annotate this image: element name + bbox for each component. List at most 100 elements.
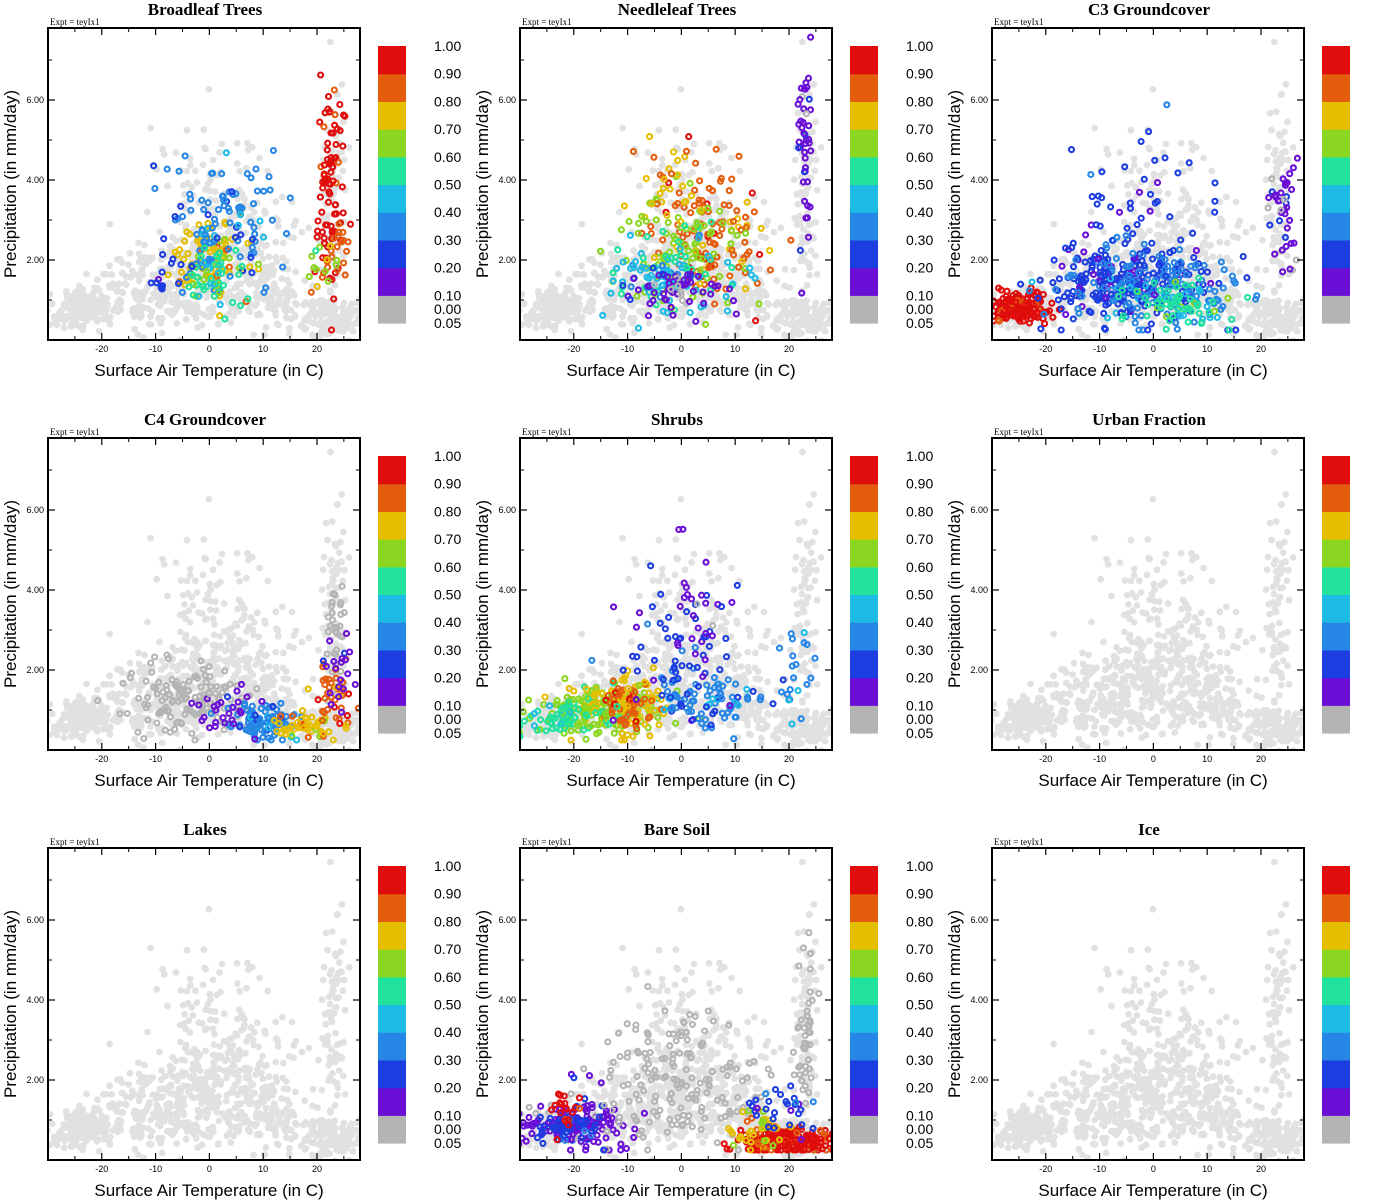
- data-point: [693, 219, 701, 227]
- data-point: [627, 283, 635, 291]
- data-point: [665, 165, 673, 173]
- x-axis-label: Surface Air Temperature (in C): [94, 361, 323, 380]
- background-point: [825, 319, 832, 327]
- data-point: [1170, 259, 1178, 267]
- data-point: [805, 95, 813, 103]
- background-point: [555, 270, 562, 278]
- background-point: [340, 299, 348, 307]
- colorbar-swatch: [1322, 239, 1350, 269]
- colorbar: 0.000.050.100.200.300.400.500.600.700.80…: [850, 38, 933, 331]
- background-point: [791, 305, 799, 313]
- data-point: [1074, 289, 1082, 297]
- data-point: [692, 159, 700, 167]
- background-point: [992, 290, 998, 298]
- data-point: [221, 315, 229, 323]
- background-point: [1065, 280, 1073, 287]
- data-point: [729, 297, 738, 305]
- data-point: [1279, 175, 1287, 183]
- background-point: [79, 290, 87, 298]
- data-point: [1135, 280, 1144, 288]
- background-point: [181, 191, 188, 198]
- background-point: [108, 271, 115, 278]
- data-point: [723, 307, 732, 315]
- x-tick-label: -20: [567, 344, 580, 354]
- data-point: [1102, 241, 1110, 249]
- data-point: [696, 280, 704, 288]
- data-point: [330, 86, 338, 94]
- background-point: [1194, 331, 1201, 339]
- data-point: [1239, 252, 1247, 261]
- background-point: [756, 265, 764, 273]
- data-point: [1119, 312, 1128, 320]
- background-point: [632, 297, 640, 305]
- background-point: [271, 289, 279, 297]
- data-point: [237, 231, 245, 239]
- background-point: [677, 306, 685, 313]
- background-point: [812, 156, 820, 164]
- background-point: [1136, 167, 1143, 175]
- data-point: [200, 259, 208, 267]
- data-point: [318, 273, 326, 281]
- background-point: [707, 305, 715, 313]
- data-point: [334, 158, 342, 166]
- background-point: [840, 322, 847, 329]
- background-point: [752, 239, 759, 247]
- background-point: [644, 149, 652, 157]
- data-point: [207, 275, 215, 283]
- y-tick-label: 6.00: [970, 95, 988, 105]
- background-point: [585, 285, 592, 292]
- data-point: [741, 213, 750, 221]
- data-point: [228, 188, 236, 196]
- background-point: [520, 290, 526, 298]
- panel-title: C4 Groundcover: [144, 410, 266, 429]
- background-point: [48, 300, 56, 308]
- data-point: [805, 139, 813, 147]
- data-point: [1196, 287, 1204, 295]
- data-point: [682, 242, 690, 250]
- plot-frame: [519, 27, 833, 341]
- background-point: [1254, 319, 1261, 327]
- background-point: [652, 181, 659, 189]
- data-point: [318, 228, 326, 236]
- data-point: [702, 320, 710, 328]
- background-point: [186, 162, 194, 169]
- data-point: [1143, 275, 1151, 283]
- background-point: [164, 307, 171, 315]
- data-point: [1243, 293, 1252, 301]
- data-point: [679, 233, 687, 241]
- background-point: [700, 215, 707, 222]
- background-point: [329, 302, 337, 309]
- background-point: [1148, 180, 1156, 188]
- background-point: [555, 317, 563, 324]
- data-point: [316, 243, 324, 251]
- background-point: [649, 167, 657, 174]
- background-point: [278, 193, 286, 201]
- background-point: [1227, 286, 1234, 293]
- data-point: [236, 253, 244, 261]
- background-point: [801, 316, 808, 323]
- background-point: [1070, 249, 1078, 257]
- data-point: [807, 33, 815, 41]
- background-point: [1268, 300, 1275, 308]
- data-point: [329, 177, 337, 185]
- data-point: [163, 165, 171, 173]
- background-point: [290, 222, 298, 229]
- data-point: [1176, 312, 1184, 320]
- data-point: [320, 239, 328, 247]
- data-point: [733, 231, 741, 239]
- data-point: [215, 278, 223, 287]
- background-point: [340, 118, 347, 126]
- background-point: [183, 167, 191, 175]
- background-point: [563, 298, 571, 306]
- background-point: [72, 317, 80, 325]
- background-point: [1293, 327, 1301, 335]
- data-point: [1293, 154, 1301, 162]
- background-point: [603, 325, 611, 333]
- background-point: [512, 298, 519, 305]
- data-point: [1036, 305, 1044, 313]
- data-point: [645, 133, 654, 141]
- background-point: [1184, 204, 1192, 212]
- data-point: [216, 301, 224, 309]
- background-point: [131, 325, 139, 333]
- data-point: [1211, 197, 1219, 205]
